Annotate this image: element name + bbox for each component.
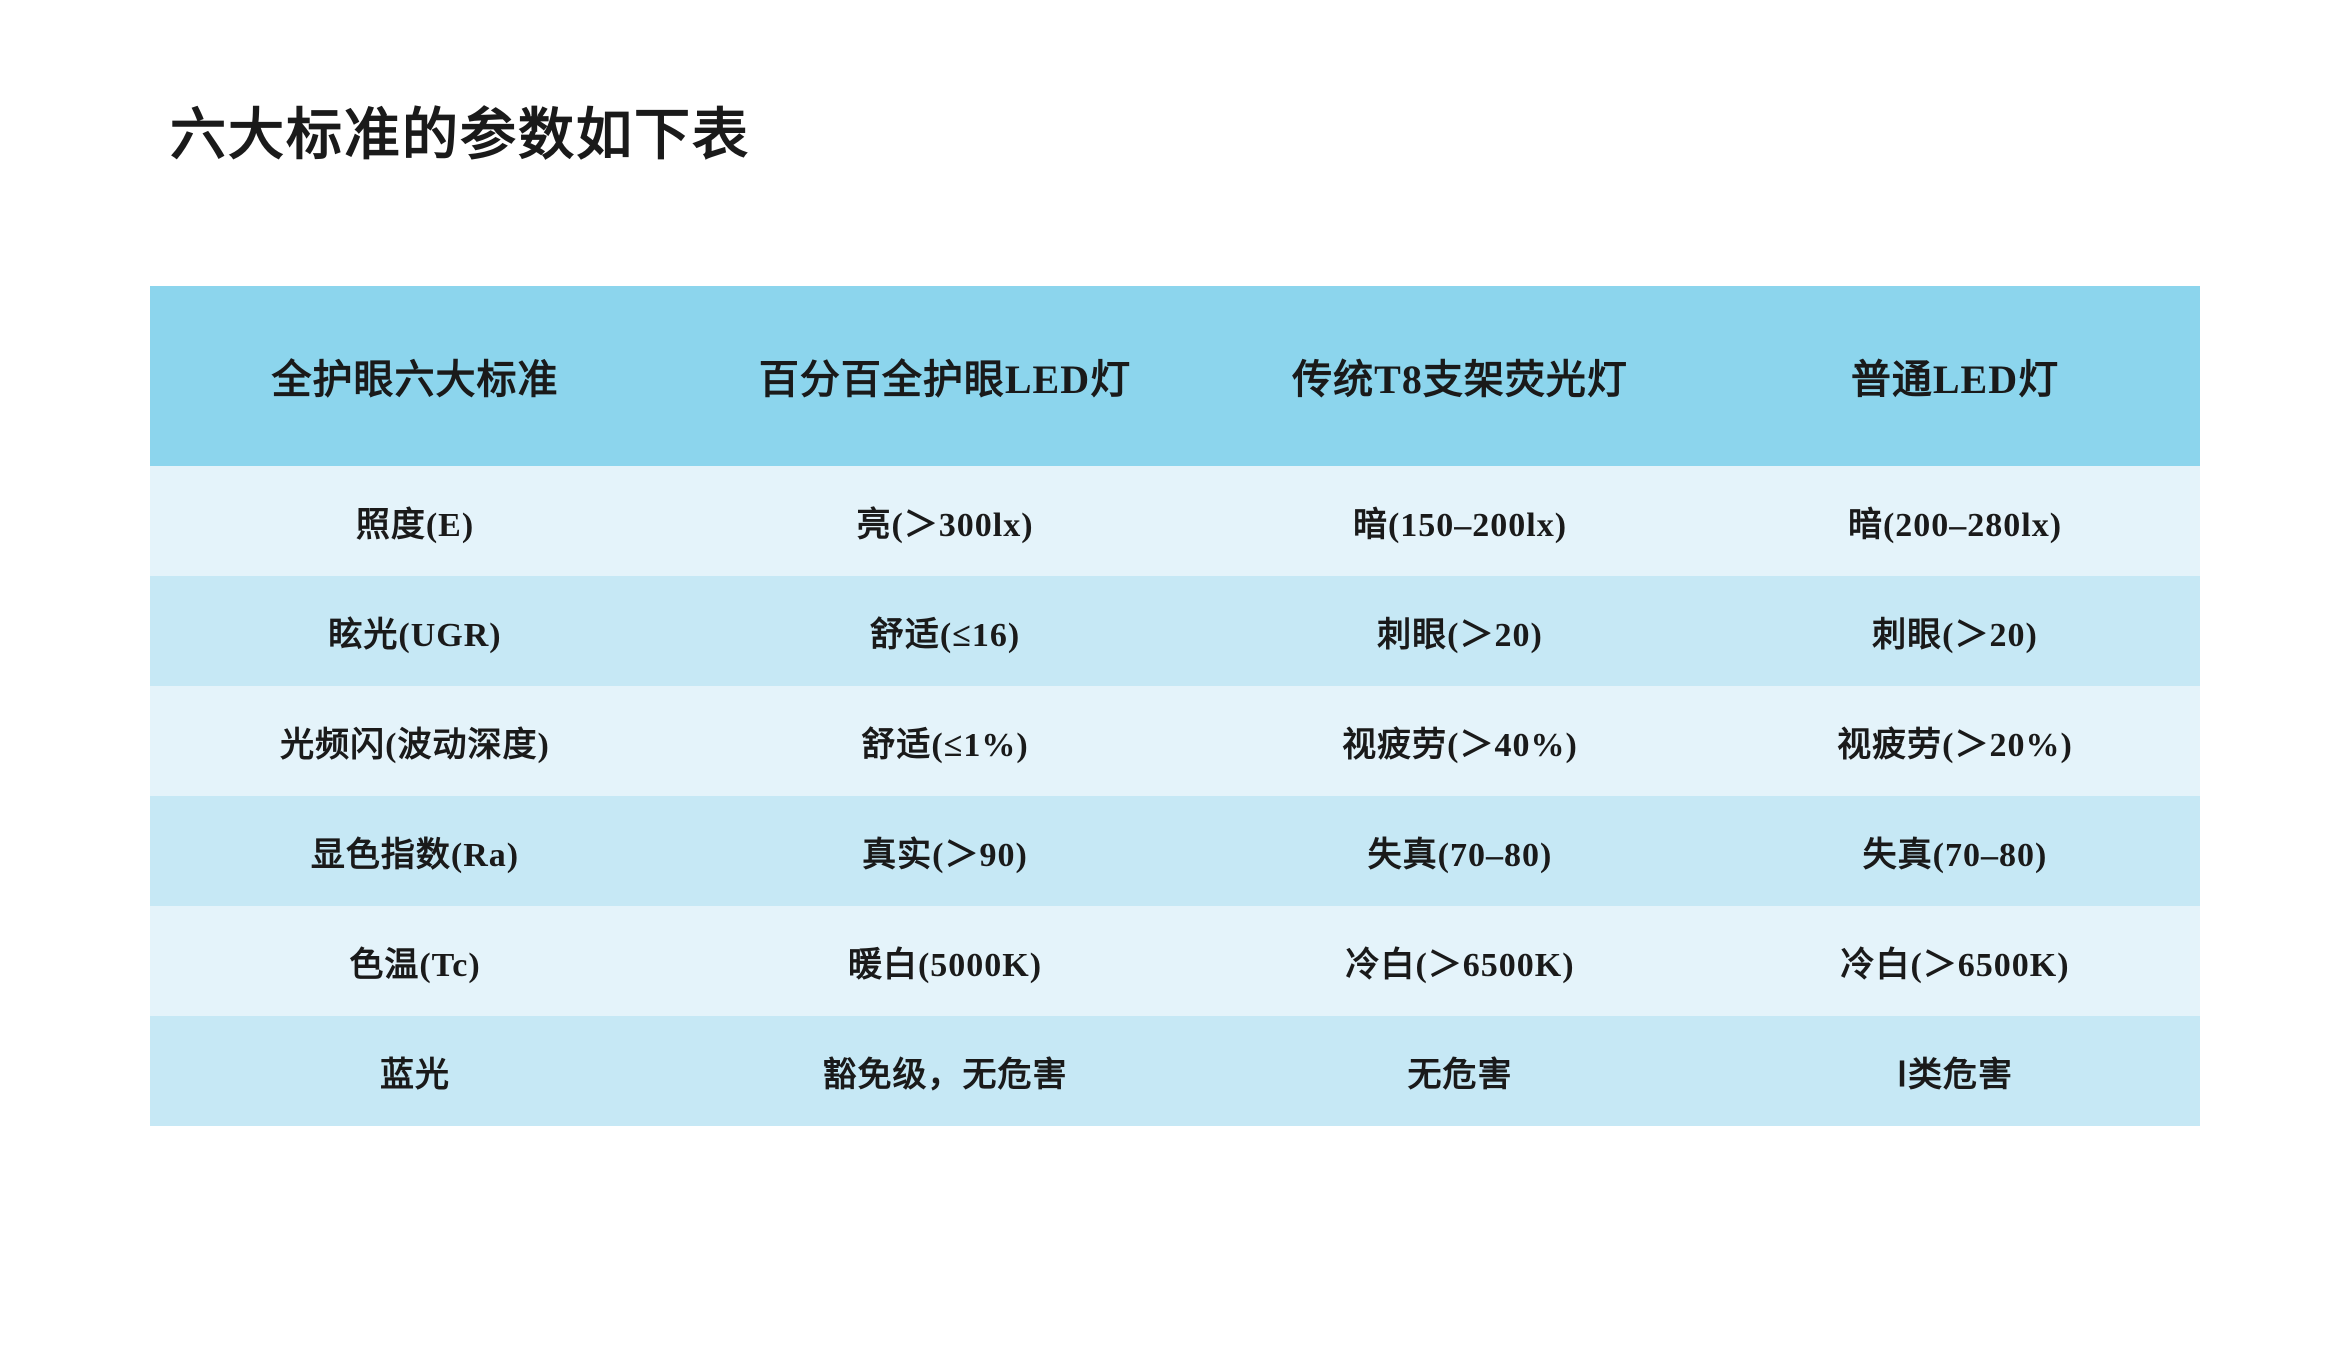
table-header-row: 全护眼六大标准 百分百全护眼LED灯 传统T8支架荧光灯 普通LED灯 (150, 286, 2200, 466)
cell: 照度(E) (150, 466, 680, 576)
cell: 暗(200–280lx) (1710, 466, 2200, 576)
table-header: 全护眼六大标准 百分百全护眼LED灯 传统T8支架荧光灯 普通LED灯 (150, 286, 2200, 466)
cell: 光频闪(波动深度) (150, 686, 680, 796)
cell: 冷白(＞6500K) (1710, 906, 2200, 1016)
cell: 视疲劳(＞20%) (1710, 686, 2200, 796)
table-row: 色温(Tc) 暖白(5000K) 冷白(＞6500K) 冷白(＞6500K) (150, 906, 2200, 1016)
table-row: 光频闪(波动深度) 舒适(≤1%) 视疲劳(＞40%) 视疲劳(＞20%) (150, 686, 2200, 796)
table-row: 显色指数(Ra) 真实(＞90) 失真(70–80) 失真(70–80) (150, 796, 2200, 906)
cell: 舒适(≤1%) (680, 686, 1210, 796)
col-header: 百分百全护眼LED灯 (680, 286, 1210, 466)
cell: 刺眼(＞20) (1210, 576, 1710, 686)
cell: 豁免级，无危害 (680, 1016, 1210, 1126)
cell: 亮(＞300lx) (680, 466, 1210, 576)
table-row: 蓝光 豁免级，无危害 无危害 Ⅰ类危害 (150, 1016, 2200, 1126)
cell: 舒适(≤16) (680, 576, 1210, 686)
table-row: 照度(E) 亮(＞300lx) 暗(150–200lx) 暗(200–280lx… (150, 466, 2200, 576)
col-header: 全护眼六大标准 (150, 286, 680, 466)
col-header: 传统T8支架荧光灯 (1210, 286, 1710, 466)
cell: 刺眼(＞20) (1710, 576, 2200, 686)
table-row: 眩光(UGR) 舒适(≤16) 刺眼(＞20) 刺眼(＞20) (150, 576, 2200, 686)
cell: 视疲劳(＞40%) (1210, 686, 1710, 796)
col-header: 普通LED灯 (1710, 286, 2200, 466)
cell: 眩光(UGR) (150, 576, 680, 686)
cell: 暖白(5000K) (680, 906, 1210, 1016)
cell: 真实(＞90) (680, 796, 1210, 906)
table-body: 照度(E) 亮(＞300lx) 暗(150–200lx) 暗(200–280lx… (150, 466, 2200, 1126)
cell: 失真(70–80) (1710, 796, 2200, 906)
page-title: 六大标准的参数如下表 (170, 90, 2201, 171)
cell: 显色指数(Ra) (150, 796, 680, 906)
cell: 暗(150–200lx) (1210, 466, 1710, 576)
cell: 色温(Tc) (150, 906, 680, 1016)
cell: 失真(70–80) (1210, 796, 1710, 906)
cell: 蓝光 (150, 1016, 680, 1126)
cell: Ⅰ类危害 (1710, 1016, 2200, 1126)
standards-table: 全护眼六大标准 百分百全护眼LED灯 传统T8支架荧光灯 普通LED灯 照度(E… (150, 286, 2200, 1126)
cell: 无危害 (1210, 1016, 1710, 1126)
cell: 冷白(＞6500K) (1210, 906, 1710, 1016)
